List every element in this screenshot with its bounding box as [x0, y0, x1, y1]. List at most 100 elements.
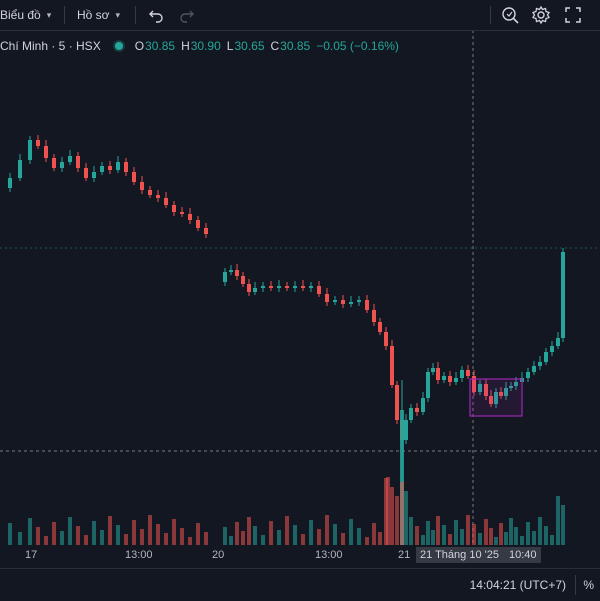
volume-bar [204, 532, 208, 545]
time-tick: 20 [212, 549, 225, 561]
volume-bar [317, 529, 321, 545]
volume-bar [520, 536, 524, 545]
candle-body [372, 310, 376, 322]
status-bar: 14:04:21 (UTC+7) % [0, 568, 600, 601]
profile-menu-button[interactable]: Hồ sơ ▾ [77, 6, 120, 24]
chart-menu-button[interactable]: Biểu đồ ▾ [0, 6, 51, 24]
candle-body [68, 156, 72, 162]
toolbar-divider [135, 6, 136, 24]
candle-body [466, 370, 470, 376]
volume-bar [28, 518, 32, 545]
clock-timezone[interactable]: 14:04:21 (UTC+7) [469, 578, 566, 592]
candle-body [325, 294, 329, 302]
volume-bar [235, 522, 239, 545]
volume-bar [241, 531, 245, 545]
top-toolbar: Biểu đồ ▾ Hồ sơ ▾ [0, 0, 600, 31]
candle-body [538, 362, 542, 366]
volume-bar [436, 516, 440, 545]
volume-bar [448, 534, 452, 545]
candle-body [36, 140, 40, 146]
volume-bar [454, 520, 458, 545]
chevron-down-icon: ▾ [115, 9, 121, 20]
volume-bar [532, 531, 536, 545]
candle-body [341, 300, 345, 304]
toolbar-divider [64, 6, 65, 24]
volume-bar [349, 519, 353, 545]
volume-bar [538, 517, 542, 545]
volume-bar [60, 531, 64, 545]
volume-bar [442, 525, 446, 545]
candle-body [293, 286, 297, 288]
crosshair-date: 21 Tháng 10 '25 [420, 549, 499, 561]
volume-bar [421, 535, 425, 545]
close-value: 30.85 [280, 39, 311, 53]
volume-bar [269, 521, 273, 545]
volume-bar [526, 522, 530, 545]
candle-body [188, 214, 192, 220]
volume-bar [124, 534, 128, 545]
profile-menu-label: Hồ sơ [77, 8, 110, 22]
candle-body [132, 172, 136, 182]
volume-bar [431, 530, 435, 545]
volume-bar [285, 516, 289, 545]
volume-bar [499, 523, 503, 545]
price-chart[interactable] [0, 0, 600, 545]
candle-body [532, 366, 536, 372]
volume-bar [76, 526, 80, 545]
volume-bar [18, 532, 22, 545]
candle-body [100, 166, 104, 172]
volume-bar [514, 527, 518, 545]
candle-body [124, 162, 128, 172]
time-tick: 21 [398, 549, 411, 561]
symbol-label[interactable]: Chí Minh · 5 · HSX [0, 39, 101, 53]
candle-body [357, 300, 361, 302]
high-value: 30.90 [190, 39, 221, 53]
volume-bar [494, 537, 498, 545]
volume-bar [301, 534, 305, 545]
candle-body [18, 160, 22, 178]
candle-body [309, 286, 313, 288]
candle-body [156, 195, 160, 198]
time-tick: 17 [25, 549, 38, 561]
high-key: H [181, 39, 190, 53]
volume-bar [68, 517, 72, 545]
candle-body [499, 392, 503, 396]
volume-bar [92, 521, 96, 545]
volume-bar [400, 482, 404, 545]
open-key: O [134, 39, 145, 53]
volume-bar [229, 536, 233, 545]
candle-body [148, 190, 152, 195]
volume-bar [84, 535, 88, 545]
candle-body [301, 286, 305, 288]
candle-body [253, 288, 257, 292]
candle-body [494, 392, 498, 404]
redo-icon[interactable] [177, 5, 197, 25]
candle-body [92, 172, 96, 178]
volume-bar [372, 523, 376, 545]
percent-toggle-button[interactable]: % [583, 578, 594, 592]
candle-body [285, 286, 289, 288]
volume-bar [140, 529, 144, 545]
time-tick: 13:00 [125, 549, 153, 561]
candle-body [378, 322, 382, 332]
gear-icon[interactable] [531, 5, 551, 25]
candle-body [333, 300, 337, 302]
time-axis[interactable]: 17 13:00 20 13:00 21 21 Tháng 10 '25 10:… [0, 545, 600, 567]
volume-bar [100, 530, 104, 545]
candle-body [76, 156, 80, 168]
undo-icon[interactable] [146, 5, 166, 25]
volume-bar [561, 505, 565, 545]
volume-bar [180, 528, 184, 545]
candle-body [164, 198, 168, 205]
volume-bar [223, 527, 227, 545]
volume-bar [108, 516, 112, 545]
candle-body [277, 286, 281, 288]
magnifier-settings-icon[interactable] [500, 5, 520, 25]
fullscreen-icon[interactable] [563, 5, 583, 25]
volume-bar [188, 537, 192, 545]
volume-bar [404, 491, 408, 545]
low-key: L [226, 39, 234, 53]
candle-body [44, 146, 48, 158]
status-divider [575, 575, 576, 595]
candle-body [489, 396, 493, 404]
